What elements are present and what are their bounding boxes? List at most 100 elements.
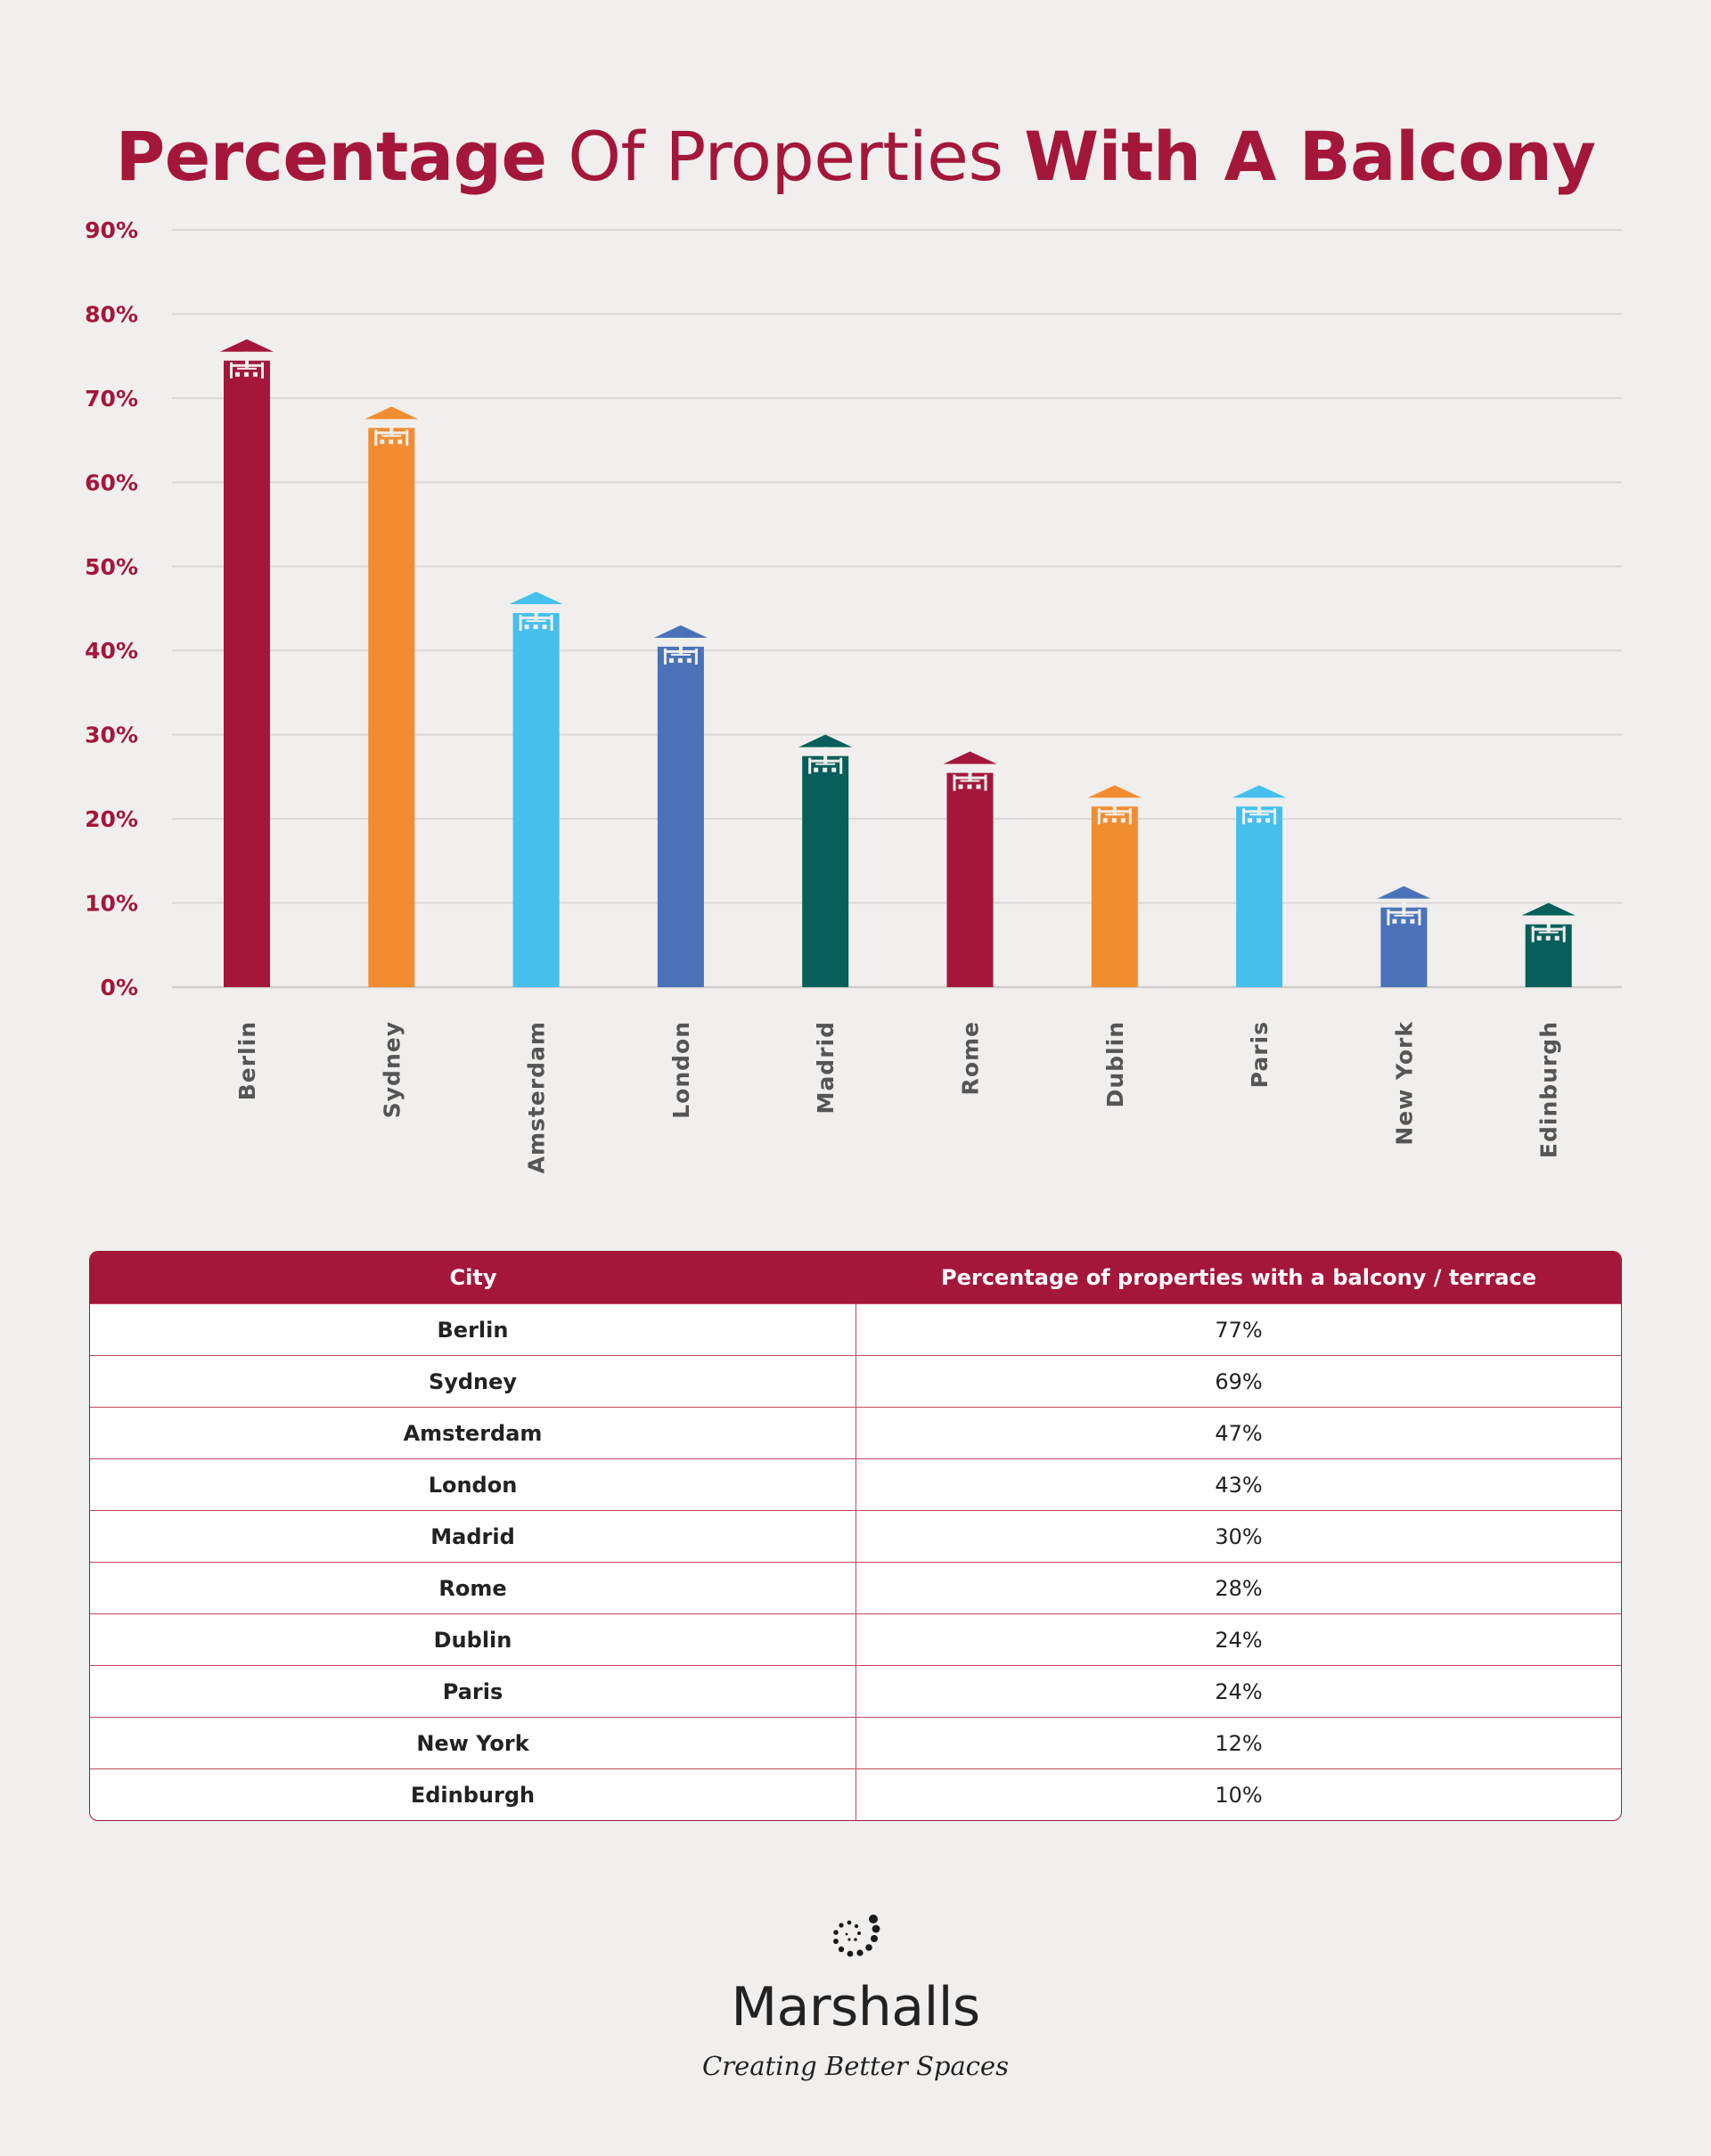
y-tick-label: 50% [85, 554, 138, 580]
balcony-icon [663, 637, 698, 665]
balcony-icon-part [815, 763, 836, 765]
balcony-icon-part [955, 776, 985, 780]
y-tick-label: 10% [85, 891, 138, 917]
city-cell: Sydney [90, 1355, 856, 1407]
balcony-icon-part [1545, 935, 1551, 941]
bar-chart: 0% 10% 20% 30% 40% 50% 60% 70% 80% 90% Berlin Sydn… [85, 217, 1622, 1174]
x-tick-label: Dublin [1102, 1021, 1128, 1107]
bar-body [657, 646, 704, 987]
balcony-icon-part [542, 625, 547, 630]
percentage-cell: 12% [856, 1717, 1621, 1768]
balcony-icon-part [976, 784, 981, 789]
brand-tagline: Creating Better Spaces [702, 2051, 1009, 2081]
balcony-icon [1387, 898, 1421, 926]
bar-sydney [364, 406, 419, 987]
data-table: City Percentage of properties with a bal… [89, 1251, 1622, 1821]
balcony-icon [374, 419, 409, 446]
balcony-icon-part [811, 759, 840, 763]
y-tick-label: 90% [85, 217, 138, 243]
balcony-icon-part [381, 435, 402, 437]
balcony-icon-part [1536, 935, 1542, 941]
balcony-icon-part [1128, 808, 1132, 825]
balcony-icon-part [984, 774, 987, 791]
x-tick-label: Rome [958, 1021, 984, 1095]
bar-new-york [1377, 886, 1431, 987]
y-tick-label: 0% [101, 975, 138, 1000]
bar-rome [943, 751, 997, 987]
balcony-icon-part [233, 363, 261, 367]
balcony-icon-part [519, 615, 522, 632]
city-cell: New York [90, 1717, 856, 1768]
balcony-icon-part [958, 784, 963, 789]
bar-body [512, 613, 560, 987]
title-part-3: With A Balcony [1024, 116, 1596, 196]
percentage-cell: 30% [856, 1510, 1621, 1562]
bar-amsterdam [509, 592, 563, 987]
balcony-icon-part [831, 767, 837, 772]
balcony-icon-part [663, 648, 667, 665]
bar-roof [220, 339, 274, 352]
balcony-icon-part [374, 429, 378, 446]
balcony-icon-part [1112, 797, 1117, 814]
table-row: Dublin 24% [90, 1613, 1621, 1665]
x-tick-label: Paris [1247, 1021, 1273, 1088]
percentage-cell: 77% [856, 1303, 1621, 1355]
balcony-icon-part [1257, 818, 1262, 823]
balcony-icon-part [960, 780, 980, 782]
balcony-icon-part [389, 419, 394, 436]
table-row: Paris 24% [90, 1665, 1621, 1717]
x-tick-label: London [668, 1021, 694, 1119]
table-row: Rome 28% [90, 1562, 1621, 1613]
x-axis-labels: Berlin Sydney Amsterdam London Madrid Rome Dub… [234, 1021, 1562, 1174]
table-row: Sydney 69% [90, 1355, 1621, 1407]
balcony-icon [1097, 797, 1132, 825]
bar-dublin [1087, 785, 1142, 987]
balcony-icon-part [1120, 818, 1126, 823]
balcony-icon-part [1245, 810, 1274, 813]
balcony-icon-part [1102, 818, 1108, 823]
balcony-icon-part [953, 774, 956, 791]
balcony-icon-part [1273, 808, 1277, 825]
bar-body [802, 755, 849, 987]
title-part-1: Percentage [115, 116, 548, 196]
balcony-icon-part [389, 439, 394, 445]
balcony-icon [953, 764, 987, 791]
bar-body [946, 772, 994, 987]
balcony-icon-part [1104, 813, 1125, 816]
balcony-icon-part [1562, 926, 1566, 943]
bar-roof [798, 734, 853, 747]
percentage-cell: 24% [856, 1613, 1621, 1665]
percentage-cell: 28% [856, 1562, 1621, 1613]
balcony-icon-part [235, 372, 240, 377]
balcony-icon-part [1111, 818, 1117, 823]
balcony-icon-part [1392, 919, 1397, 924]
balcony-icon-part [1534, 927, 1563, 931]
percentage-cell: 24% [856, 1665, 1621, 1717]
balcony-icon-part [823, 747, 828, 764]
balcony-icon-part [377, 431, 406, 435]
percentage-cell: 10% [856, 1768, 1621, 1820]
balcony-icon-part [230, 362, 233, 379]
balcony-icon [519, 604, 553, 632]
balcony-icon-part [1389, 911, 1419, 914]
y-axis-ticks: 0% 10% 20% 30% 40% 50% 60% 70% 80% 90% [85, 217, 138, 1000]
balcony-icon-part [808, 757, 812, 774]
city-cell: Dublin [90, 1613, 856, 1665]
balcony-icon-part [1242, 808, 1246, 825]
balcony-icon-part [1394, 914, 1414, 917]
balcony-icon-part [677, 657, 683, 663]
balcony-icon-part [534, 604, 538, 621]
city-cell: Madrid [90, 1510, 856, 1562]
balcony-icon-part [967, 784, 972, 789]
bar-roof [1087, 785, 1142, 798]
balcony-icon-part [839, 757, 843, 774]
y-tick-label: 20% [85, 806, 138, 832]
table-row: Edinburgh 10% [90, 1768, 1621, 1820]
percentage-cell: 47% [856, 1407, 1621, 1458]
balcony-icon-part [1248, 818, 1253, 823]
y-tick-label: 80% [85, 301, 138, 327]
balcony-icon-part [237, 367, 257, 370]
bar-roof [653, 625, 708, 638]
balcony-icon [808, 747, 843, 774]
x-tick-label: Sydney [379, 1021, 405, 1118]
